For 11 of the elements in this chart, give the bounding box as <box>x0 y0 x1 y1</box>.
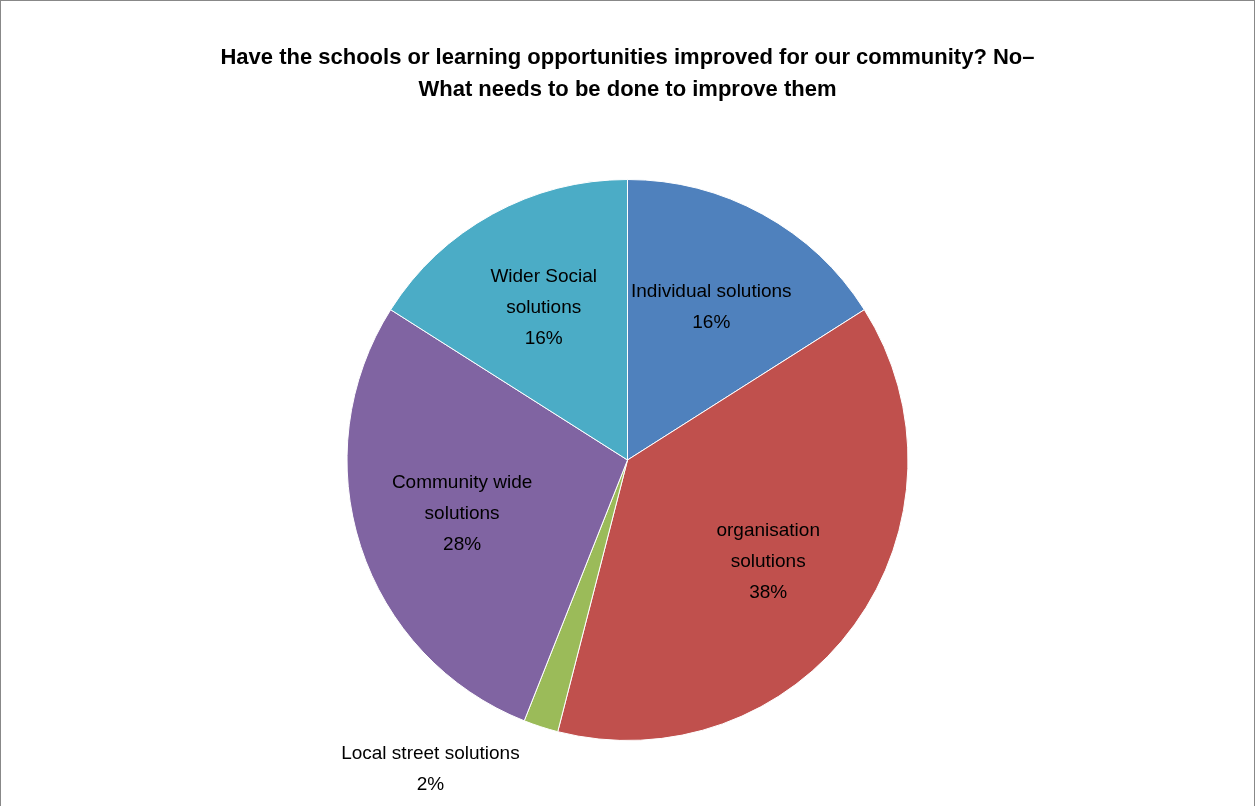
data-label: 38% <box>749 581 788 603</box>
data-label: 16% <box>524 326 563 348</box>
slice-label: organisation solutions <box>716 519 820 572</box>
data-label: 2% <box>416 772 445 794</box>
slice-label: Community wide solutions <box>391 470 533 523</box>
data-label: 28% <box>443 532 482 554</box>
data-label: 16% <box>692 311 731 333</box>
slice-label: Individual solutions <box>631 280 792 302</box>
slice-label: Wider Social solutions <box>490 264 598 317</box>
slice-label: Local street solutions <box>341 741 520 763</box>
chart-title: Have the schools or learning opportunities improved for our community? No–What needs to be done to improve them <box>219 43 1036 103</box>
